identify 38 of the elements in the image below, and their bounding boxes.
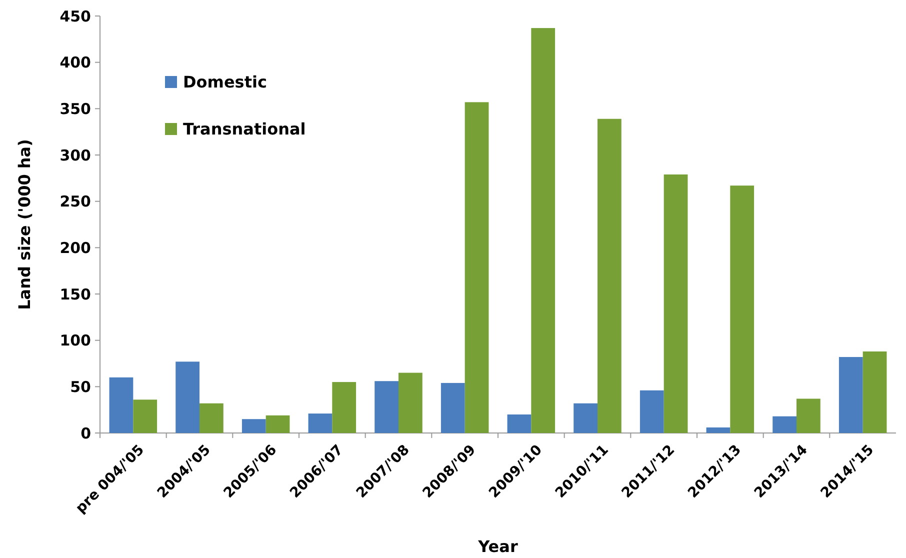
bar — [266, 415, 290, 433]
bar — [664, 174, 688, 433]
bar — [464, 102, 489, 433]
legend-label: Transnational — [183, 120, 306, 139]
y-tick-label: 200 — [60, 238, 91, 257]
bar — [574, 403, 598, 433]
bar — [398, 372, 422, 433]
bar — [133, 400, 158, 433]
bar — [308, 414, 332, 433]
bar — [176, 362, 200, 433]
y-tick-label: 100 — [60, 332, 91, 350]
y-tick-label: 400 — [60, 54, 91, 72]
y-tick-label: 0 — [80, 424, 91, 442]
bar — [332, 382, 356, 433]
bar — [531, 28, 556, 433]
bar — [200, 403, 224, 433]
x-axis-title: Year — [477, 537, 518, 556]
legend-label: Domestic — [183, 72, 267, 92]
bar — [838, 357, 863, 433]
bar — [796, 398, 820, 433]
y-tick-label: 350 — [60, 100, 91, 118]
bar — [706, 427, 730, 433]
bar — [598, 118, 622, 433]
bar — [440, 382, 465, 433]
bar — [730, 186, 754, 433]
y-axis-title: Land size ('000 ha) — [15, 139, 34, 310]
bar — [109, 377, 134, 433]
bar — [507, 414, 532, 433]
y-tick-label: 450 — [60, 7, 91, 26]
y-tick-label: 150 — [60, 285, 91, 304]
y-tick-label: 50 — [70, 378, 91, 396]
y-tick-label: 250 — [60, 192, 91, 211]
bar — [374, 381, 398, 433]
bar — [862, 351, 887, 433]
bar — [640, 390, 664, 433]
bar — [242, 419, 266, 433]
y-tick-label: 300 — [60, 146, 91, 164]
bar — [772, 416, 796, 433]
